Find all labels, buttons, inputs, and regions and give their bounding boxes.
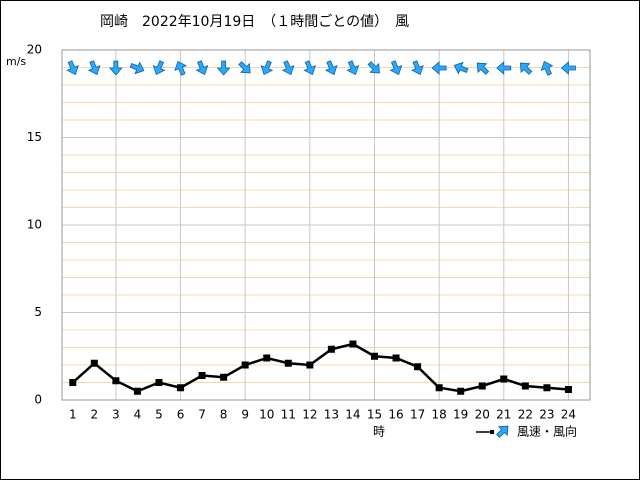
legend-label: 風速・風向 <box>517 424 577 439</box>
x-tick-label: 18 <box>432 408 447 422</box>
point <box>90 359 98 367</box>
x-tick-label: 12 <box>302 408 317 422</box>
direction-arrow <box>195 60 209 76</box>
x-tick-label: 22 <box>518 408 533 422</box>
point <box>220 373 228 381</box>
point <box>177 384 185 392</box>
y-tick-label: 0 <box>34 393 42 407</box>
point <box>198 372 206 379</box>
x-tick-label: 20 <box>475 408 490 422</box>
direction-arrow <box>109 60 123 76</box>
y-tick-label: 15 <box>27 130 42 144</box>
y-tick-label: 10 <box>27 218 42 232</box>
x-tick-label: 10 <box>259 408 274 422</box>
point <box>457 387 465 395</box>
direction-arrow <box>174 60 188 76</box>
point <box>543 384 551 392</box>
direction-arrow <box>540 60 554 76</box>
point <box>435 384 443 392</box>
direction-arrow <box>560 61 576 75</box>
point <box>349 340 357 348</box>
direction-arrow <box>303 60 317 76</box>
direction-arrow <box>476 62 490 75</box>
x-tick-label: 11 <box>281 408 296 422</box>
point <box>155 379 163 386</box>
legend-arrow <box>496 425 509 438</box>
point <box>327 345 335 353</box>
x-tick-label: 19 <box>453 408 468 422</box>
point <box>112 377 120 385</box>
x-tick-label: 21 <box>496 408 511 422</box>
chart-title: 岡崎 2022年10月19日 （１時間ごとの値） 風 <box>100 14 409 30</box>
legend-marker <box>490 430 494 434</box>
direction-arrow <box>324 60 338 76</box>
x-axis-label: 時 <box>373 425 385 439</box>
x-tick-label: 7 <box>198 408 206 422</box>
direction-arrow <box>87 60 101 76</box>
direction-arrow <box>411 60 424 76</box>
point <box>133 387 141 395</box>
x-tick-label: 8 <box>220 408 228 422</box>
direction-arrow <box>346 60 360 76</box>
direction-arrow <box>216 60 231 76</box>
point <box>241 361 249 369</box>
direction-arrow <box>281 60 295 76</box>
x-tick-label: 2 <box>91 408 99 422</box>
direction-arrow <box>238 61 251 74</box>
x-tick-label: 9 <box>241 408 249 422</box>
point <box>392 354 400 362</box>
x-tick-label: 15 <box>367 408 382 422</box>
direction-arrow <box>260 60 274 76</box>
point <box>500 375 508 383</box>
y-tick-label: 20 <box>27 43 42 57</box>
x-tick-label: 16 <box>388 408 403 422</box>
direction-arrow <box>66 60 79 76</box>
x-tick-label: 1 <box>69 408 77 422</box>
point <box>521 382 529 390</box>
direction-arrow <box>431 61 447 75</box>
direction-arrow <box>496 61 512 75</box>
direction-arrow <box>519 62 533 75</box>
point <box>370 352 378 360</box>
y-tick-label: 5 <box>34 305 42 319</box>
point <box>263 354 271 362</box>
point <box>284 359 292 367</box>
point <box>564 386 572 393</box>
direction-arrow <box>129 61 145 75</box>
direction-arrow <box>152 60 166 76</box>
x-tick-label: 5 <box>155 408 163 422</box>
x-tick-label: 14 <box>345 408 360 422</box>
point <box>306 361 314 369</box>
x-tick-label: 17 <box>410 408 425 422</box>
x-tick-label: 4 <box>134 408 142 422</box>
point <box>478 382 486 390</box>
point <box>414 363 422 371</box>
y-axis-label: m/s <box>6 55 26 68</box>
x-tick-label: 6 <box>177 408 185 422</box>
direction-arrow <box>453 61 469 75</box>
plot-frame <box>61 49 591 401</box>
point <box>69 379 77 386</box>
x-tick-label: 24 <box>561 408 576 422</box>
direction-arrow <box>389 60 403 76</box>
line <box>71 342 569 393</box>
x-tick-label: 3 <box>112 408 120 422</box>
direction-arrow <box>367 61 380 74</box>
x-tick-label: 23 <box>539 408 554 422</box>
x-tick-label: 13 <box>324 408 339 422</box>
